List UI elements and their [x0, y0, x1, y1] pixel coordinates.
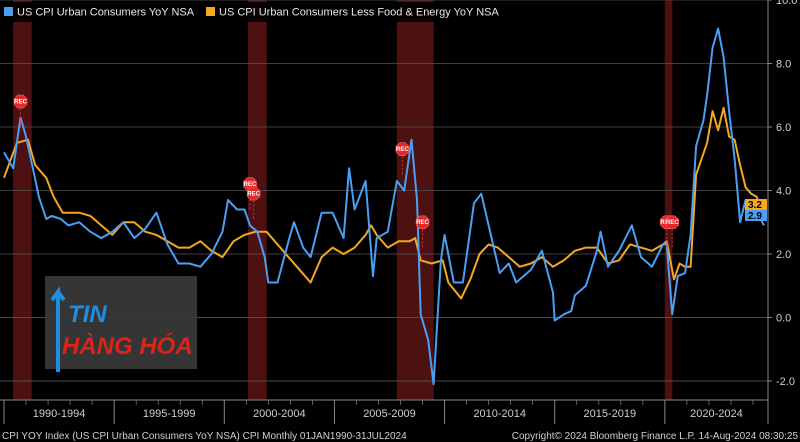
rec-marker-label-3: REC — [396, 147, 409, 153]
logo-line1: TIN — [68, 301, 107, 328]
legend-label-core-cpi: US CPI Urban Consumers Less Food & Energ… — [219, 7, 499, 19]
logo-line2: HÀNG HÓA — [62, 332, 193, 360]
last-value-tag-core-cpi — [745, 199, 767, 210]
x-axis: 1990-1994 1995-1999 2000-2004 2005-2009 2010… — [0, 399, 768, 424]
footer-copyright: Copyright© 2024 Bloomberg Finance L.P. 1… — [512, 431, 799, 442]
rec-marker-label-6: REC — [666, 220, 679, 226]
rec-marker-6 — [665, 215, 680, 229]
rec-marker-3 — [395, 142, 410, 156]
series-lines — [3, 27, 765, 386]
legend-swatch-core-cpi — [206, 7, 215, 16]
rec-marker-label-4: REC — [416, 220, 429, 226]
last-value-tag-cpi — [745, 210, 767, 221]
x-period-label-2: 2000-2004 — [253, 408, 306, 420]
y-tick-label-3: 4.0 — [776, 185, 791, 197]
y-tick-label-2: 6.0 — [776, 122, 791, 134]
recession-band-1 — [247, 0, 267, 400]
recession-shading — [13, 0, 673, 400]
x-period-label-4: 2010-2014 — [473, 408, 526, 420]
last-value-cpi: 2.9 — [748, 211, 762, 222]
last-value-core-cpi: 3.2 — [748, 200, 762, 211]
rec-marker-0 — [13, 94, 28, 109]
x-period-label-3: 2005-2009 — [363, 408, 416, 420]
legend: US CPI Urban Consumers YoY NSA US CPI Ur… — [0, 2, 503, 22]
y-tick-label-4: 2.0 — [776, 249, 791, 261]
logo-background — [45, 276, 197, 369]
rec-marker-label-2: REC — [247, 192, 260, 198]
x-period-label-1: 1995-1999 — [143, 408, 196, 420]
rec-marker-4 — [415, 215, 430, 229]
rec-marker-2 — [246, 186, 261, 201]
recession-band-3 — [664, 0, 673, 400]
watermark-logo: TIN HÀNG HÓA — [45, 276, 197, 372]
x-period-label-5: 2015-2019 — [583, 408, 636, 420]
y-tick-label-5: 0.0 — [776, 312, 791, 324]
legend-swatch-cpi — [4, 7, 13, 16]
x-period-label-0: 1990-1994 — [33, 408, 86, 420]
x-period-label-6: 2020-2024 — [690, 408, 743, 420]
y-tick-label-1: 8.0 — [776, 58, 791, 70]
footer-source: CPI YOY Index (US CPI Urban Consumers Yo… — [2, 431, 407, 442]
footer: CPI YOY Index (US CPI Urban Consumers Yo… — [2, 431, 798, 442]
y-tick-label-0: 10.0 — [776, 0, 797, 7]
last-value-tags: 3.2 2.9 — [745, 199, 767, 222]
recession-band-0 — [13, 0, 32, 400]
legend-background — [0, 2, 503, 22]
recession-band-2 — [396, 0, 434, 400]
legend-label-cpi: US CPI Urban Consumers YoY NSA — [17, 7, 195, 19]
y-axis: 10.0 8.0 6.0 4.0 2.0 0.0 -2.0 — [767, 0, 797, 424]
series-line-0 — [3, 27, 765, 386]
logo-arrow-icon — [50, 286, 66, 372]
y-tick-label-6: -2.0 — [776, 376, 795, 388]
rec-marker-label-0: REC — [14, 100, 27, 106]
recession-markers: RECRECRECRECRECRECREC — [13, 94, 680, 249]
rec-marker-label-1: REC — [244, 182, 257, 188]
